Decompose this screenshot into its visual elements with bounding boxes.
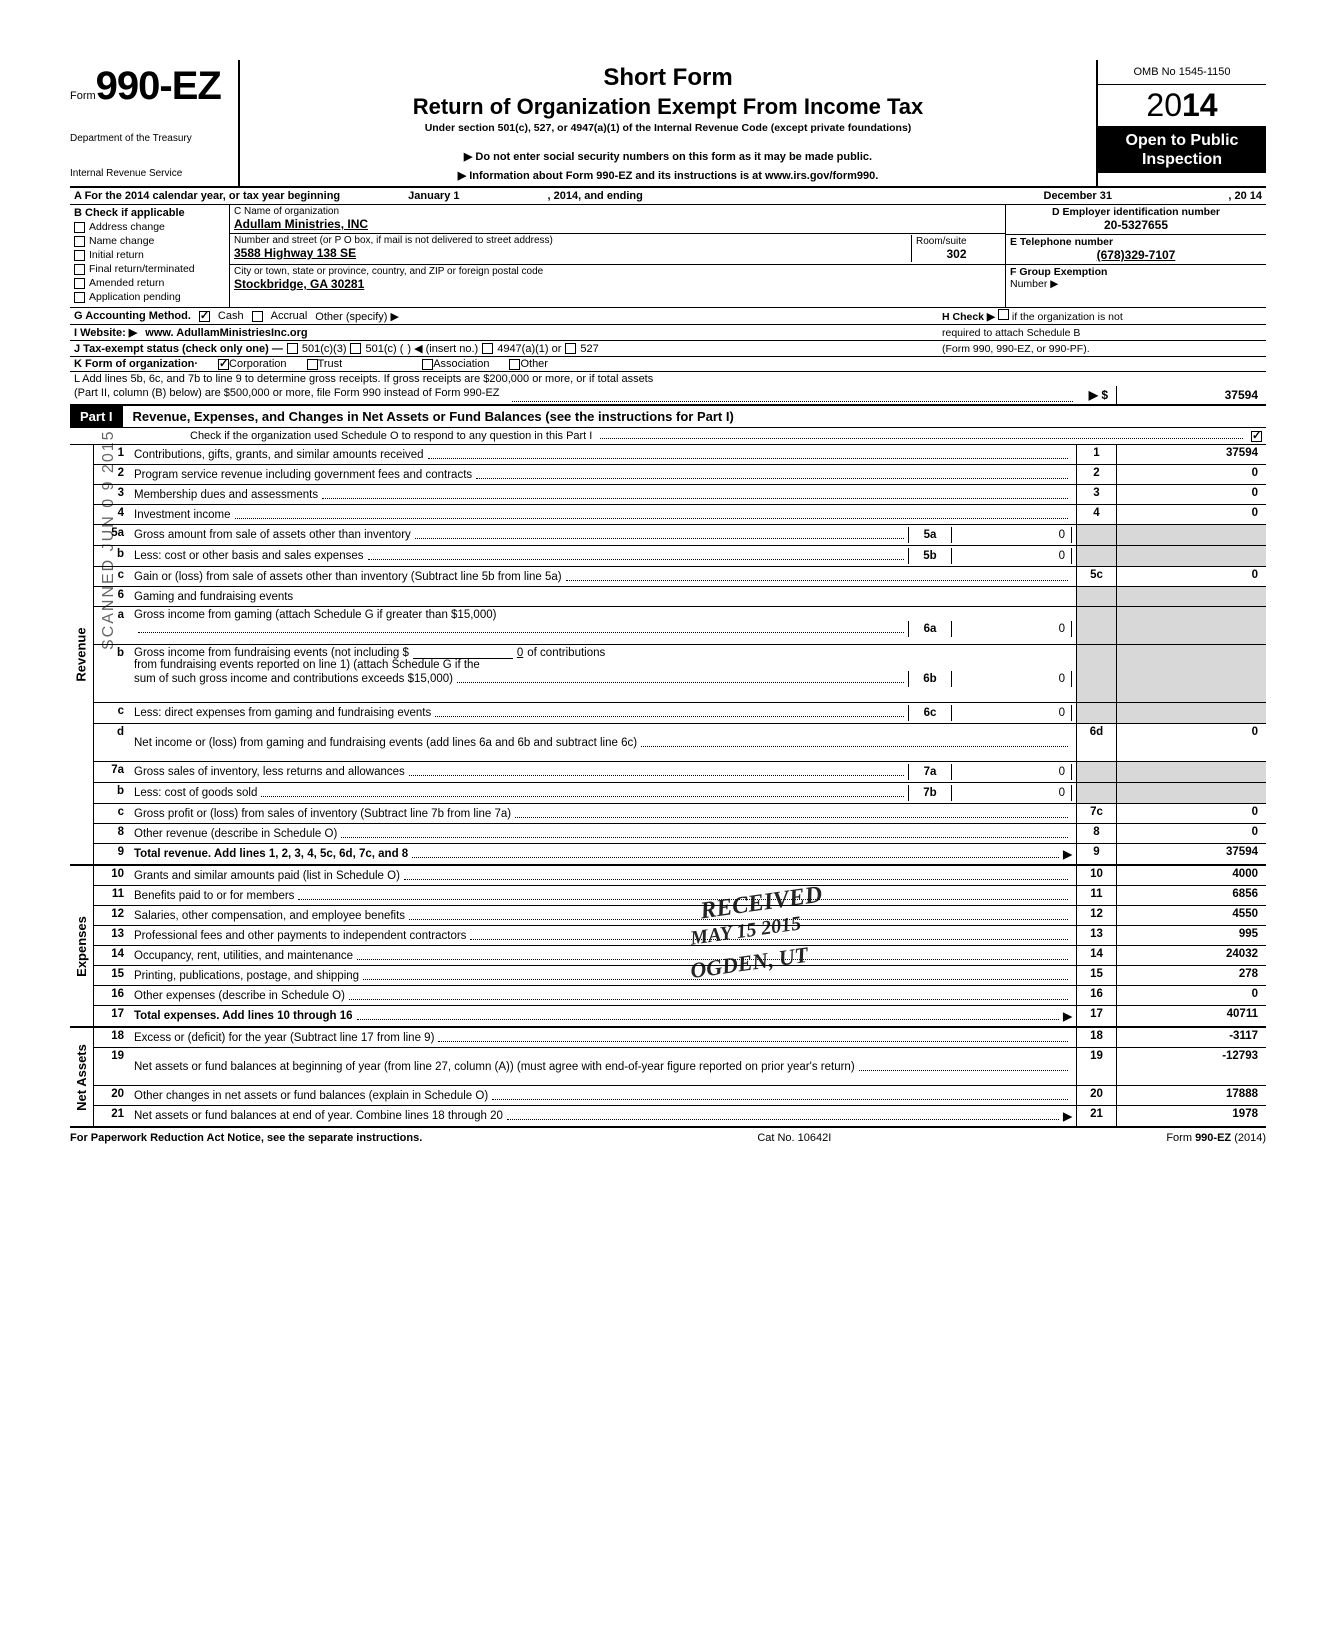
website: www. AdullamMinistriesInc.org xyxy=(145,327,307,339)
line-12-val: 4550 xyxy=(1116,906,1266,925)
line-5c-val: 0 xyxy=(1116,567,1266,586)
check-schedule-o: Check if the organization used Schedule … xyxy=(70,428,1266,445)
open-to-public: Open to Public Inspection xyxy=(1098,127,1266,173)
phone: (678)329-7107 xyxy=(1010,248,1262,262)
chk-schedule-o[interactable] xyxy=(1251,431,1262,442)
line-20-val: 17888 xyxy=(1116,1086,1266,1105)
org-city: Stockbridge, GA 30281 xyxy=(234,277,1001,291)
org-name: Adullam Ministries, INC xyxy=(234,217,1001,231)
row-l: L Add lines 5b, 6c, and 7b to line 9 to … xyxy=(70,372,1266,406)
expenses-label: Expenses xyxy=(70,866,94,1026)
chk-501c3[interactable] xyxy=(287,343,298,354)
revenue-label: Revenue xyxy=(70,445,94,864)
chk-name-change[interactable] xyxy=(74,236,85,247)
chk-association[interactable] xyxy=(422,359,433,370)
line-6d-val: 0 xyxy=(1116,724,1266,761)
gross-receipts: 37594 xyxy=(1116,386,1266,404)
line-13-val: 995 xyxy=(1116,926,1266,945)
chk-501c[interactable] xyxy=(350,343,361,354)
form-number: 990-EZ xyxy=(96,64,221,109)
line-4-val: 0 xyxy=(1116,505,1266,524)
line-18-val: -3117 xyxy=(1116,1028,1266,1047)
under-section: Under section 501(c), 527, or 4947(a)(1)… xyxy=(248,122,1088,134)
row-k: K Form of organization· Corporation Trus… xyxy=(70,357,1266,372)
line-14-val: 24032 xyxy=(1116,946,1266,965)
line-17-val: 40711 xyxy=(1116,1006,1266,1026)
chk-app-pending[interactable] xyxy=(74,292,85,303)
dept-treasury: Department of the Treasury xyxy=(70,133,226,144)
ein: 20-5327655 xyxy=(1010,218,1262,232)
col-b-checkboxes: B Check if applicable Address change Nam… xyxy=(70,205,230,307)
form-prefix: Form xyxy=(70,90,96,102)
chk-final-return[interactable] xyxy=(74,264,85,275)
omb-number: OMB No 1545-1150 xyxy=(1098,60,1266,85)
line-1-val: 37594 xyxy=(1116,445,1266,464)
revenue-section: Revenue 1Contributions, gifts, grants, a… xyxy=(70,445,1266,866)
dept-irs: Internal Revenue Service xyxy=(70,168,226,179)
main-info-block: B Check if applicable Address change Nam… xyxy=(70,205,1266,308)
net-assets-label: Net Assets xyxy=(70,1028,94,1126)
chk-4947[interactable] xyxy=(482,343,493,354)
chk-initial-return[interactable] xyxy=(74,250,85,261)
line-9-val: 37594 xyxy=(1116,844,1266,864)
line-21-val: 1978 xyxy=(1116,1106,1266,1126)
title-cell: Short Form Return of Organization Exempt… xyxy=(240,60,1096,186)
form-container: Form 990-EZ Department of the Treasury I… xyxy=(70,60,1266,1144)
line-3-val: 0 xyxy=(1116,485,1266,504)
line-11-val: 6856 xyxy=(1116,886,1266,905)
year-prefix: 20 xyxy=(1146,87,1182,123)
scanned-stamp: SCANNED JUN 0 9 2015 xyxy=(100,429,118,650)
part-1-header: Part I Revenue, Expenses, and Changes in… xyxy=(70,406,1266,428)
org-address: 3588 Highway 138 SE xyxy=(234,246,911,260)
chk-address-change[interactable] xyxy=(74,222,85,233)
net-assets-section: Net Assets 18Excess or (deficit) for the… xyxy=(70,1028,1266,1128)
room-suite: 302 xyxy=(916,247,997,261)
chk-527[interactable] xyxy=(565,343,576,354)
col-c-org-info: C Name of organization Adullam Ministrie… xyxy=(230,205,1006,307)
row-j: J Tax-exempt status (check only one) — 5… xyxy=(70,341,1266,357)
line-16-val: 0 xyxy=(1116,986,1266,1005)
chk-trust[interactable] xyxy=(307,359,318,370)
col-de: D Employer identification number 20-5327… xyxy=(1006,205,1266,307)
form-number-cell: Form 990-EZ Department of the Treasury I… xyxy=(70,60,240,186)
line-2-val: 0 xyxy=(1116,465,1266,484)
return-title: Return of Organization Exempt From Incom… xyxy=(248,94,1088,120)
chk-amended[interactable] xyxy=(74,278,85,289)
line-15-val: 278 xyxy=(1116,966,1266,985)
line-8-val: 0 xyxy=(1116,824,1266,843)
row-i: I Website: ▶ www. AdullamMinistriesInc.o… xyxy=(70,325,1266,341)
right-boxes: OMB No 1545-1150 2014 Open to Public Ins… xyxy=(1096,60,1266,186)
line-19-val: -12793 xyxy=(1116,1048,1266,1085)
header: Form 990-EZ Department of the Treasury I… xyxy=(70,60,1266,188)
line-10-val: 4000 xyxy=(1116,866,1266,885)
line-7c-val: 0 xyxy=(1116,804,1266,823)
row-a-tax-year: A For the 2014 calendar year, or tax yea… xyxy=(70,188,1266,205)
year-bold: 14 xyxy=(1182,87,1218,123)
footer: For Paperwork Reduction Act Notice, see … xyxy=(70,1128,1266,1144)
chk-other-org[interactable] xyxy=(509,359,520,370)
chk-not-required[interactable] xyxy=(998,309,1009,320)
info-about: ▶ Information about Form 990-EZ and its … xyxy=(248,169,1088,182)
chk-cash[interactable] xyxy=(199,311,210,322)
row-g: G Accounting Method. Cash Accrual Other … xyxy=(70,308,1266,325)
do-not-enter: ▶ Do not enter social security numbers o… xyxy=(248,150,1088,163)
chk-accrual[interactable] xyxy=(252,311,263,322)
tax-year: 2014 xyxy=(1098,85,1266,127)
expenses-section: Expenses 10Grants and similar amounts pa… xyxy=(70,866,1266,1028)
short-form-title: Short Form xyxy=(248,64,1088,92)
chk-corporation[interactable] xyxy=(218,359,229,370)
